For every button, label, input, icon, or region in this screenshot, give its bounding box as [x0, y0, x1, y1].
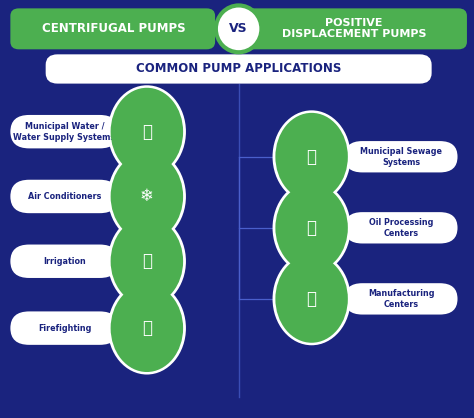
- Text: VS: VS: [229, 22, 248, 36]
- Text: Municipal Water /
Water Supply Systems: Municipal Water / Water Supply Systems: [13, 122, 116, 142]
- Ellipse shape: [110, 153, 183, 240]
- Ellipse shape: [275, 184, 348, 272]
- Ellipse shape: [275, 113, 348, 201]
- Text: 🌊: 🌊: [307, 148, 317, 166]
- Text: COMMON PUMP APPLICATIONS: COMMON PUMP APPLICATIONS: [136, 62, 341, 76]
- Text: Irrigation: Irrigation: [43, 257, 86, 266]
- Ellipse shape: [108, 85, 186, 178]
- FancyBboxPatch shape: [3, 4, 474, 52]
- Text: 🔥: 🔥: [142, 319, 152, 337]
- FancyBboxPatch shape: [345, 212, 457, 243]
- Ellipse shape: [108, 150, 186, 243]
- Ellipse shape: [110, 284, 183, 372]
- Ellipse shape: [108, 215, 186, 308]
- Text: Air Conditioners: Air Conditioners: [28, 192, 101, 201]
- Ellipse shape: [110, 217, 183, 305]
- FancyBboxPatch shape: [241, 8, 467, 49]
- Text: Firefighting: Firefighting: [38, 324, 91, 333]
- Ellipse shape: [273, 181, 351, 274]
- FancyBboxPatch shape: [10, 115, 118, 148]
- Text: 💧: 💧: [142, 252, 152, 270]
- FancyBboxPatch shape: [46, 54, 432, 84]
- Text: 🛢️: 🛢️: [307, 219, 317, 237]
- Text: Oil Processing
Centers: Oil Processing Centers: [369, 218, 433, 238]
- FancyBboxPatch shape: [345, 141, 457, 172]
- Text: Municipal Sewage
Systems: Municipal Sewage Systems: [360, 147, 442, 167]
- Ellipse shape: [214, 3, 264, 54]
- Text: CENTRIFUGAL PUMPS: CENTRIFUGAL PUMPS: [42, 22, 186, 36]
- Ellipse shape: [275, 255, 348, 343]
- FancyBboxPatch shape: [10, 8, 215, 49]
- Ellipse shape: [110, 88, 183, 176]
- Text: ❄️: ❄️: [140, 187, 154, 206]
- FancyBboxPatch shape: [345, 283, 457, 315]
- Ellipse shape: [218, 8, 259, 50]
- Text: POSITIVE
DISPLACEMENT PUMPS: POSITIVE DISPLACEMENT PUMPS: [282, 18, 426, 39]
- Ellipse shape: [273, 110, 351, 203]
- Ellipse shape: [108, 282, 186, 375]
- FancyBboxPatch shape: [10, 245, 118, 278]
- FancyBboxPatch shape: [10, 180, 118, 213]
- Text: Manufacturing
Centers: Manufacturing Centers: [368, 289, 434, 309]
- Text: 🏭: 🏭: [307, 290, 317, 308]
- Ellipse shape: [273, 252, 351, 345]
- FancyBboxPatch shape: [10, 311, 118, 345]
- Text: 🚰: 🚰: [142, 122, 152, 141]
